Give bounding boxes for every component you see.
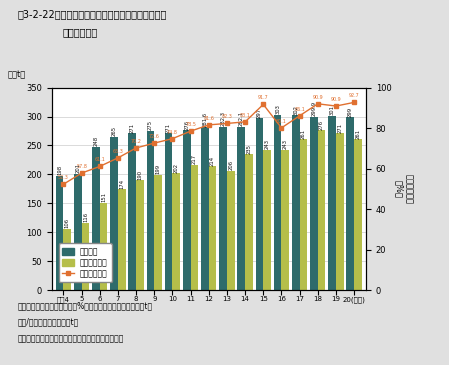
Y-axis label: リサイクル率
（%）: リサイクル率 （%）: [394, 174, 414, 204]
Bar: [227, 171, 234, 290]
Bar: [165, 133, 172, 290]
Bar: [172, 173, 180, 290]
Text: 299.9: 299.9: [312, 101, 317, 116]
Bar: [63, 229, 71, 290]
Bar: [147, 131, 154, 290]
Text: 78.5: 78.5: [185, 122, 196, 127]
Text: 80.1: 80.1: [276, 119, 287, 124]
Text: 265: 265: [112, 126, 117, 136]
Bar: [336, 133, 343, 290]
Bar: [245, 154, 253, 290]
Text: 202: 202: [174, 162, 179, 173]
Text: 276: 276: [319, 120, 324, 130]
Text: 281.6: 281.6: [202, 111, 207, 127]
Text: 275: 275: [148, 120, 153, 130]
Text: 出典：アルミ缶リサイクル協会資料より環境省作成: 出典：アルミ缶リサイクル協会資料より環境省作成: [18, 334, 124, 343]
Text: 116: 116: [83, 212, 88, 222]
Text: 303: 303: [275, 104, 280, 114]
Text: （千t）: （千t）: [8, 70, 26, 80]
Text: 190: 190: [137, 169, 142, 180]
Bar: [263, 150, 271, 290]
Text: 206: 206: [228, 160, 233, 170]
Text: 201: 201: [75, 163, 80, 173]
Text: 214: 214: [210, 155, 215, 166]
Text: 81.6: 81.6: [203, 116, 214, 121]
Bar: [136, 180, 144, 290]
Text: 65.3: 65.3: [113, 149, 123, 154]
Text: 198: 198: [57, 165, 62, 175]
Text: 235: 235: [247, 143, 251, 154]
Text: 261: 261: [356, 128, 361, 139]
Bar: [201, 127, 209, 290]
Text: 70.2: 70.2: [131, 139, 141, 144]
Text: 72.6: 72.6: [149, 134, 160, 139]
Text: 299: 299: [348, 107, 353, 116]
Bar: [209, 166, 216, 290]
Bar: [310, 116, 318, 290]
Text: 図3-2-22　アルミ缶の消費重量と再生利用重量及び: 図3-2-22 アルミ缶の消費重量と再生利用重量及び: [18, 9, 167, 19]
Text: 52.3: 52.3: [58, 175, 69, 180]
Bar: [328, 116, 336, 290]
Text: 282.3: 282.3: [220, 111, 226, 126]
Bar: [318, 130, 326, 290]
Text: 106: 106: [65, 218, 70, 228]
Legend: 消費重量, 再生利用重量, リサイクル率: 消費重量, 再生利用重量, リサイクル率: [59, 243, 111, 282]
Text: 174: 174: [119, 179, 124, 189]
Bar: [299, 139, 307, 290]
Text: 217: 217: [192, 154, 197, 164]
Bar: [347, 117, 354, 290]
Bar: [128, 133, 136, 290]
Text: 61.1: 61.1: [94, 157, 105, 162]
Text: 86.1: 86.1: [294, 107, 305, 112]
Text: 271: 271: [130, 123, 135, 133]
Text: 注：アルミ缶リサイクル率（%）＝アルミ缶再生利用重量（t）: 注：アルミ缶リサイクル率（%）＝アルミ缶再生利用重量（t）: [18, 301, 153, 310]
Text: 271: 271: [337, 123, 342, 133]
Bar: [100, 203, 107, 290]
Text: 282.1: 282.1: [239, 111, 244, 126]
Text: リサイクル率: リサイクル率: [63, 27, 98, 37]
Text: 248: 248: [93, 136, 98, 146]
Bar: [238, 127, 245, 290]
Text: 271: 271: [166, 123, 171, 133]
Bar: [110, 137, 118, 290]
Bar: [74, 174, 82, 290]
Text: /アルミ缶消費重量（t）: /アルミ缶消費重量（t）: [18, 318, 79, 327]
Text: 74.8: 74.8: [167, 130, 178, 135]
Text: 243: 243: [283, 139, 288, 149]
Bar: [274, 115, 282, 290]
Bar: [292, 115, 299, 290]
Bar: [154, 175, 162, 290]
Bar: [255, 118, 263, 290]
Bar: [219, 127, 227, 290]
Text: 151: 151: [101, 192, 106, 202]
Text: 92.7: 92.7: [349, 93, 360, 98]
Text: 90.9: 90.9: [313, 95, 323, 100]
Text: 82.3: 82.3: [221, 114, 233, 119]
Bar: [92, 147, 100, 290]
Bar: [191, 165, 198, 290]
Text: 90.9: 90.9: [330, 97, 341, 102]
Bar: [183, 130, 191, 290]
Text: 301: 301: [330, 105, 335, 115]
Text: 91.7: 91.7: [258, 95, 269, 100]
Text: 297: 297: [257, 108, 262, 118]
Bar: [354, 139, 362, 290]
Text: 83.1: 83.1: [240, 113, 251, 118]
Text: 302: 302: [293, 105, 298, 115]
Text: 199: 199: [156, 164, 161, 174]
Text: 243: 243: [264, 139, 269, 149]
Bar: [282, 150, 289, 290]
Bar: [82, 223, 89, 290]
Bar: [56, 176, 63, 290]
Bar: [118, 189, 126, 290]
Text: 261: 261: [301, 128, 306, 139]
Text: 276: 276: [184, 120, 189, 130]
Text: 57.8: 57.8: [76, 164, 87, 169]
